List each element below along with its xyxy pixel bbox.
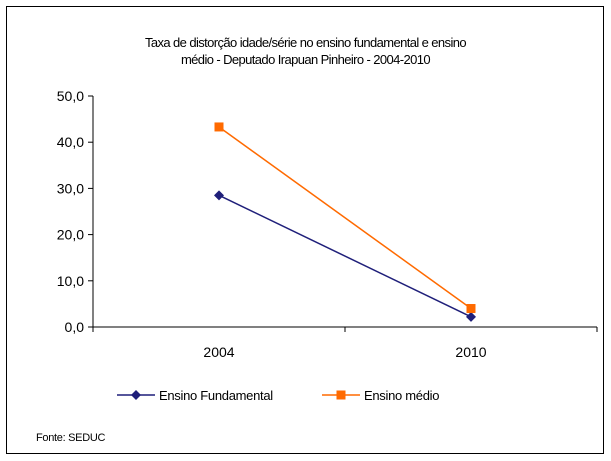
data-point-square	[214, 122, 224, 132]
legend-label: Ensino Fundamental	[159, 388, 273, 403]
data-point-diamond	[214, 190, 224, 201]
legend-marker-square	[336, 390, 346, 400]
y-tick-label: 10,0	[57, 273, 84, 289]
y-tick-label: 40,0	[57, 134, 84, 150]
y-tick-label: 0,0	[65, 319, 85, 335]
x-tick-label: 2010	[455, 344, 486, 360]
data-point-diamond	[466, 311, 476, 322]
chart-title-line-2: médio - Deputado Irapuan Pinheiro - 2004…	[180, 52, 431, 67]
legend-marker-diamond	[131, 390, 141, 400]
y-tick-label: 20,0	[57, 227, 84, 243]
legend-label: Ensino médio	[364, 388, 439, 403]
y-tick-label: 50,0	[57, 88, 84, 104]
chart-title-line-1: Taxa de distorção idade/série no ensino …	[144, 35, 467, 50]
data-point-square	[466, 304, 476, 314]
source-note: Fonte: SEDUC	[36, 432, 106, 444]
chart-frame	[6, 6, 604, 454]
y-tick-label: 30,0	[57, 180, 84, 196]
x-tick-label: 2004	[203, 344, 234, 360]
series-line-0	[218, 194, 472, 318]
series-line-1	[218, 126, 472, 310]
